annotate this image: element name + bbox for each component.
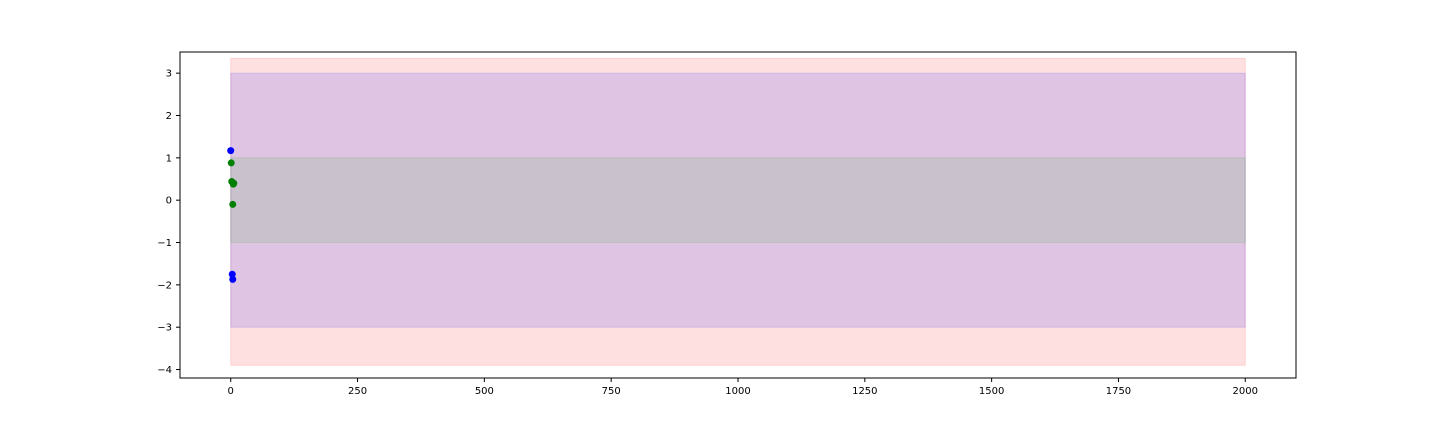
x-tick-label: 1500 bbox=[979, 386, 1004, 397]
x-axis: 0 250 500 750 1000 1250 1500 1750 2000 bbox=[228, 378, 1258, 397]
data-point bbox=[228, 270, 236, 278]
bands-layer bbox=[230, 57, 1246, 366]
x-tick-label: 500 bbox=[475, 386, 494, 397]
x-tick-label: 1250 bbox=[852, 386, 877, 397]
inner-band bbox=[230, 157, 1246, 244]
x-tick-label: 0 bbox=[228, 386, 234, 397]
y-tick-label: 0 bbox=[166, 196, 172, 207]
x-tick-label: 1750 bbox=[1106, 386, 1131, 397]
y-tick-label: −3 bbox=[157, 323, 172, 334]
y-axis: 3 2 1 0 −1 −2 −3 −4 bbox=[157, 69, 180, 376]
points-layer bbox=[227, 147, 238, 283]
y-tick-label: −1 bbox=[157, 238, 172, 249]
y-tick-label: 3 bbox=[166, 69, 172, 80]
data-point bbox=[229, 200, 237, 208]
outer-band bbox=[230, 57, 1246, 366]
middle-band bbox=[230, 72, 1246, 328]
data-point bbox=[230, 179, 238, 187]
x-tick-label: 1000 bbox=[725, 386, 750, 397]
y-tick-label: 2 bbox=[166, 111, 172, 122]
y-tick-label: −2 bbox=[157, 280, 172, 291]
y-tick-label: −4 bbox=[157, 365, 172, 376]
x-tick-label: 750 bbox=[602, 386, 621, 397]
x-tick-label: 2000 bbox=[1233, 386, 1258, 397]
data-point bbox=[229, 275, 237, 283]
data-point bbox=[227, 159, 235, 167]
blue-points bbox=[227, 147, 237, 283]
data-point bbox=[227, 147, 235, 155]
green-points bbox=[227, 159, 238, 208]
y-tick-label: 1 bbox=[166, 153, 172, 164]
x-tick-label: 250 bbox=[348, 386, 367, 397]
